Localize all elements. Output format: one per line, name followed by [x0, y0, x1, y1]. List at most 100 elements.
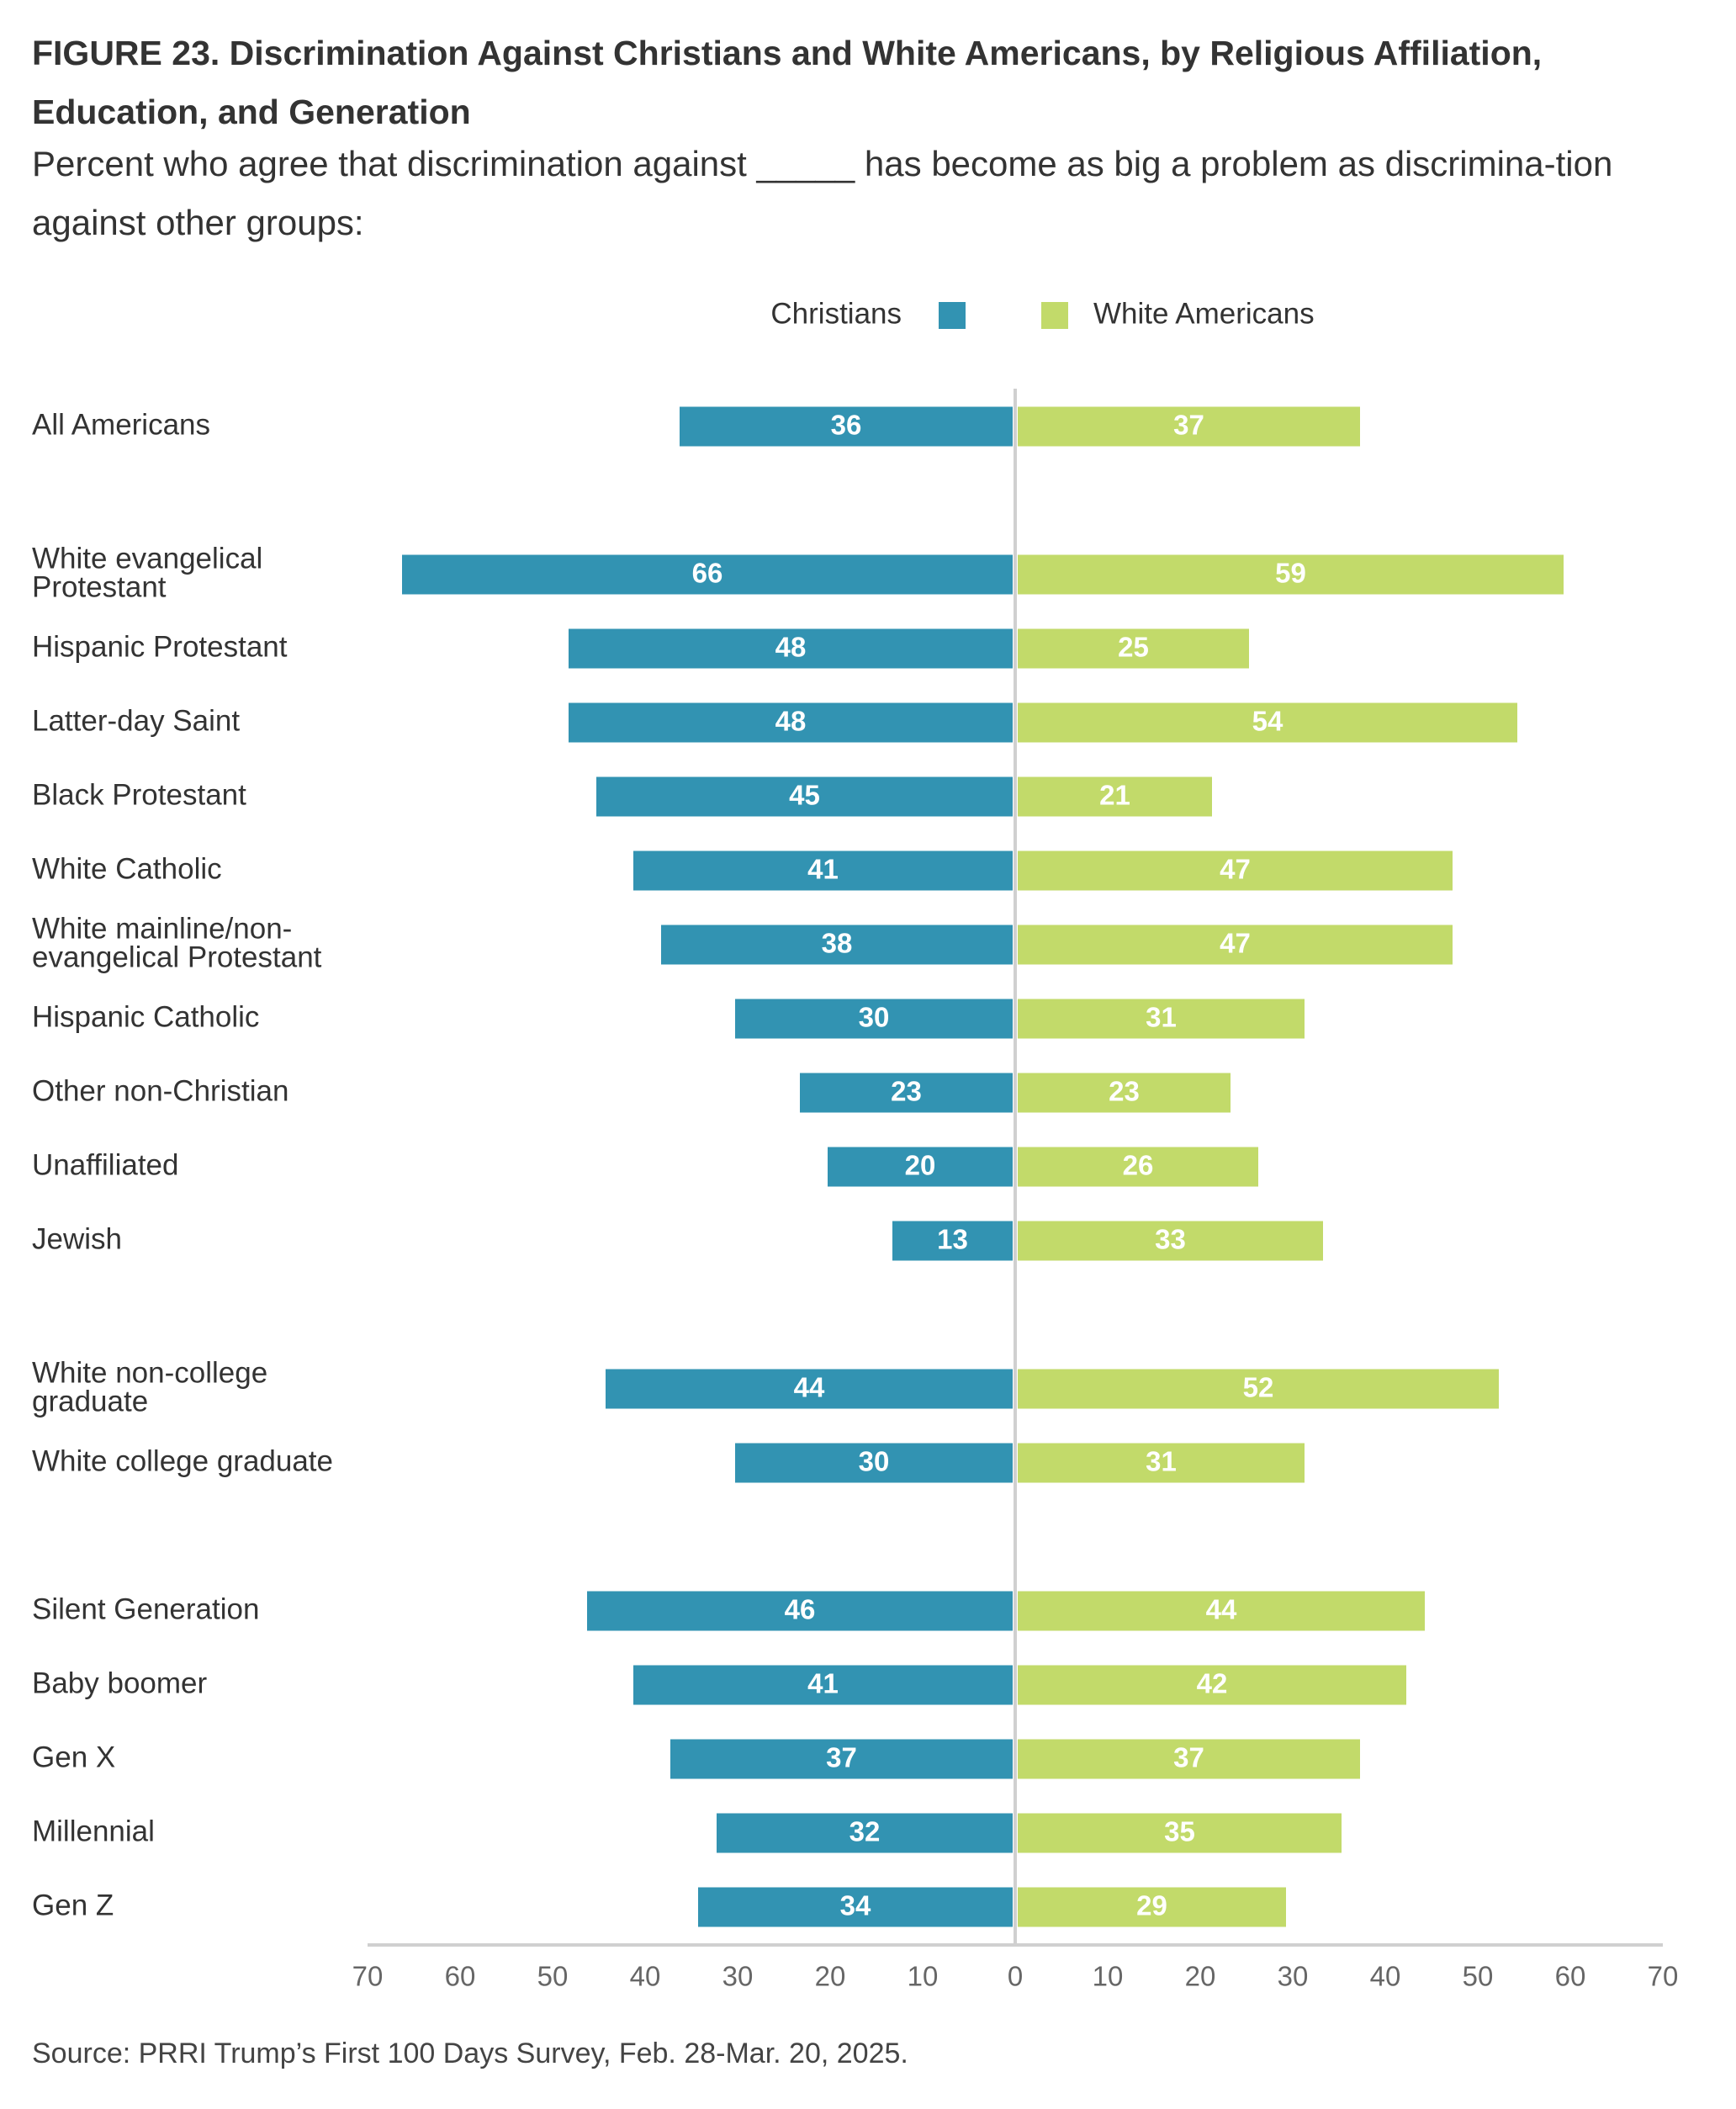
value-label-christians: 37 [826, 1742, 857, 1773]
x-tick-label: 30 [722, 1961, 754, 1992]
value-label-christians: 36 [831, 410, 862, 441]
value-label-white-americans: 37 [1173, 1742, 1204, 1773]
value-label-christians: 32 [849, 1816, 881, 1847]
value-label-white-americans: 29 [1136, 1890, 1167, 1921]
bar-white-americans [1018, 1665, 1406, 1705]
category-label-line: graduate [32, 1385, 148, 1417]
value-label-christians: 45 [789, 780, 820, 811]
x-tick-label: 60 [445, 1961, 476, 1992]
bar-white-americans [1018, 1739, 1360, 1779]
bar-white-americans [1018, 999, 1305, 1039]
value-label-white-americans: 37 [1173, 410, 1204, 441]
value-label-christians: 13 [937, 1224, 968, 1255]
category-label-line: Protestant [32, 570, 167, 603]
x-tick-label: 30 [1278, 1961, 1309, 1992]
category-label-line: White non-college [32, 1356, 267, 1389]
value-label-christians: 44 [794, 1372, 825, 1403]
category-label: Latter-day Saint [32, 704, 240, 737]
value-label-white-americans: 23 [1109, 1076, 1140, 1107]
bar-christians [735, 1443, 1013, 1483]
category-label-line: White evangelical [32, 542, 262, 575]
category-label: Baby boomer [32, 1667, 208, 1699]
value-label-christians: 23 [891, 1076, 922, 1107]
bar-christians [828, 1147, 1013, 1187]
value-label-christians: 20 [905, 1150, 936, 1181]
value-label-christians: 30 [859, 1002, 890, 1033]
chart-title: FIGURE 23. Discrimination Against Christ… [32, 34, 1543, 131]
x-tick-label: 10 [908, 1961, 939, 1992]
bar-white-americans [1018, 1591, 1425, 1631]
value-label-christians: 66 [692, 558, 723, 589]
category-label: Hispanic Protestant [32, 630, 288, 663]
value-label-white-americans: 35 [1164, 1816, 1195, 1847]
bar-christians [892, 1221, 1013, 1261]
bar-christians [633, 1665, 1013, 1705]
value-label-christians: 38 [822, 928, 853, 959]
legend-swatch-christians [939, 302, 966, 329]
value-label-white-americans: 31 [1146, 1002, 1177, 1033]
x-tick-label: 20 [815, 1961, 846, 1992]
x-tick-label: 20 [1185, 1961, 1216, 1992]
category-label: Silent Generation [32, 1592, 259, 1625]
bar-christians [633, 850, 1013, 891]
bar-christians [402, 554, 1013, 595]
bar-christians [680, 406, 1013, 447]
bar-white-americans [1018, 850, 1453, 891]
bar-white-americans [1018, 1369, 1499, 1409]
bar-white-americans [1018, 776, 1212, 817]
x-tick-label: 0 [1008, 1961, 1023, 1992]
x-tick-label: 70 [1648, 1961, 1679, 1992]
value-label-white-americans: 59 [1275, 558, 1306, 589]
bar-christians [670, 1739, 1013, 1779]
legend-swatch-white-americans [1041, 302, 1068, 329]
category-label: White mainline/non-evangelical Protestan… [32, 912, 322, 973]
x-tick-label: 40 [1370, 1961, 1401, 1992]
source-note: Source: PRRI Trump’s First 100 Days Surv… [32, 2037, 908, 2069]
value-label-white-americans: 42 [1197, 1668, 1228, 1699]
category-labels: All Americans White evangelical Protestant… [32, 408, 333, 1921]
x-tick-label: 70 [352, 1961, 384, 1992]
value-label-white-americans: 31 [1146, 1446, 1177, 1477]
bar-christians [569, 628, 1013, 669]
category-label: Black Protestant [32, 778, 246, 811]
x-tick-label: 60 [1555, 1961, 1586, 1992]
value-label-white-americans: 25 [1118, 632, 1149, 663]
category-label: White non-college graduate [32, 1356, 267, 1417]
bar-christians [717, 1813, 1013, 1853]
bar-white-americans [1018, 1147, 1258, 1187]
category-label: Gen Z [32, 1889, 114, 1921]
bar-christians [587, 1591, 1013, 1631]
category-label: White Catholic [32, 852, 222, 885]
bar-christians [569, 702, 1013, 743]
category-label-line: White mainline/non- [32, 912, 292, 945]
value-label-christians: 30 [859, 1446, 890, 1477]
bar-white-americans [1018, 628, 1249, 669]
value-label-white-americans: 54 [1252, 706, 1283, 737]
bar-christians [606, 1369, 1013, 1409]
x-tick-label: 50 [1463, 1961, 1494, 1992]
x-tick-label: 40 [630, 1961, 661, 1992]
category-label: Jewish [32, 1222, 122, 1255]
bar-white-americans [1018, 554, 1564, 595]
value-label-white-americans: 52 [1243, 1372, 1274, 1403]
bar-white-americans [1018, 925, 1453, 965]
x-tick-label: 50 [537, 1961, 569, 1992]
value-label-christians: 48 [775, 706, 807, 737]
category-label: White evangelical Protestant [32, 542, 262, 603]
value-label-white-americans: 44 [1206, 1594, 1237, 1625]
bar-white-americans [1018, 1221, 1323, 1261]
value-label-christians: 46 [785, 1594, 816, 1625]
value-label-white-americans: 33 [1155, 1224, 1186, 1255]
legend: Christians White Americans [770, 297, 1314, 330]
value-label-white-americans: 21 [1099, 780, 1130, 811]
value-label-christians: 48 [775, 632, 807, 663]
x-tick-label: 10 [1093, 1961, 1124, 1992]
category-label: Millennial [32, 1815, 155, 1847]
bar-christians [800, 1073, 1013, 1113]
x-axis: 70 60 50 40 30 20 10 0 10 20 30 40 50 60 70 [352, 389, 1679, 1992]
diverging-bar-chart: Christians White Americans 36 37 66 59 48 25 48… [32, 297, 1679, 1992]
category-label: White college graduate [32, 1444, 333, 1477]
bars-layer: 36 37 66 59 48 25 48 54 45 21 41 47 38 47 30 31 23 23 20 26… [402, 406, 1564, 1927]
value-label-christians: 34 [840, 1890, 871, 1921]
value-label-white-americans: 47 [1220, 928, 1251, 959]
